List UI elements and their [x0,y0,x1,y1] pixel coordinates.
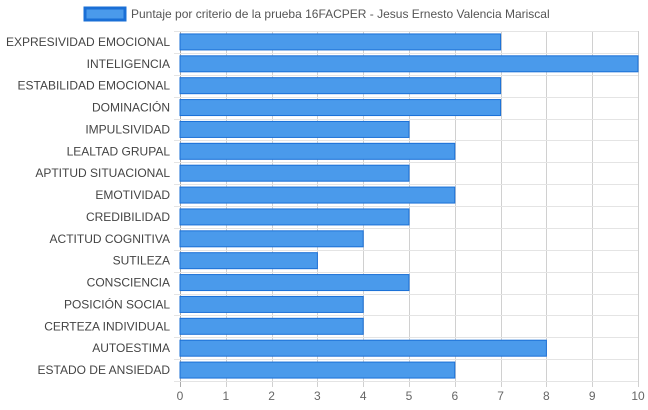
x-tick-label: 8 [543,389,550,403]
category-label: EXPRESIVIDAD EMOCIONAL [6,35,170,49]
category-label: AUTOESTIMA [92,341,170,355]
category-label: ESTABILIDAD EMOCIONAL [18,79,171,93]
x-tick-label: 2 [268,389,275,403]
x-tick-label: 6 [451,389,458,403]
category-label: CREDIBILIDAD [86,210,170,224]
bar[interactable] [179,252,318,270]
bar[interactable] [179,120,410,138]
bar[interactable] [179,33,502,51]
category-label: DOMINACIÓN [92,100,170,115]
x-tick-label: 9 [589,389,596,403]
x-tick-label: 4 [360,389,367,403]
bar[interactable] [179,164,410,182]
category-label: CERTEZA INDIVIDUAL [44,319,170,333]
x-tick-label: 10 [631,389,645,403]
bar[interactable] [179,295,364,313]
x-tick-label: 5 [406,389,413,403]
category-label: LEALTAD GRUPAL [67,144,171,158]
bars [179,33,639,379]
bar[interactable] [179,317,364,335]
category-label: CONSCIENCIA [87,276,170,290]
category-label: POSICIÓN SOCIAL [64,296,170,311]
category-label: INTELIGENCIA [87,57,170,71]
x-tick-label: 7 [497,389,504,403]
x-tick-label: 3 [314,389,321,403]
category-label: SUTILEZA [113,254,170,268]
category-label: IMPULSIVIDAD [85,122,170,136]
category-labels: EXPRESIVIDAD EMOCIONAL INTELIGENCIA ESTABI… [6,35,170,377]
category-label: APTITUD SITUACIONAL [35,166,170,180]
bar[interactable] [179,55,639,73]
category-label: ACTITUD COGNITIVA [50,232,170,246]
bar[interactable] [179,361,456,379]
category-label: EMOTIVIDAD [95,188,170,202]
bar[interactable] [179,208,410,226]
bar[interactable] [179,274,410,292]
legend[interactable]: Puntaje por criterio de la prueba 16FACP… [83,6,550,22]
bar[interactable] [179,339,547,357]
legend-label: Puntaje por criterio de la prueba 16FACP… [131,7,550,21]
bar[interactable] [179,142,456,160]
bar[interactable] [179,77,502,95]
bar[interactable] [179,230,364,248]
x-axis-ticks: 0 1 2 3 4 5 6 7 8 9 10 [177,389,645,403]
bar[interactable] [179,99,502,117]
bar[interactable] [179,186,456,204]
legend-swatch [83,6,127,22]
x-tick-label: 0 [177,389,184,403]
x-tick-label: 1 [222,389,229,403]
category-label: ESTADO DE ANSIEDAD [38,363,171,377]
